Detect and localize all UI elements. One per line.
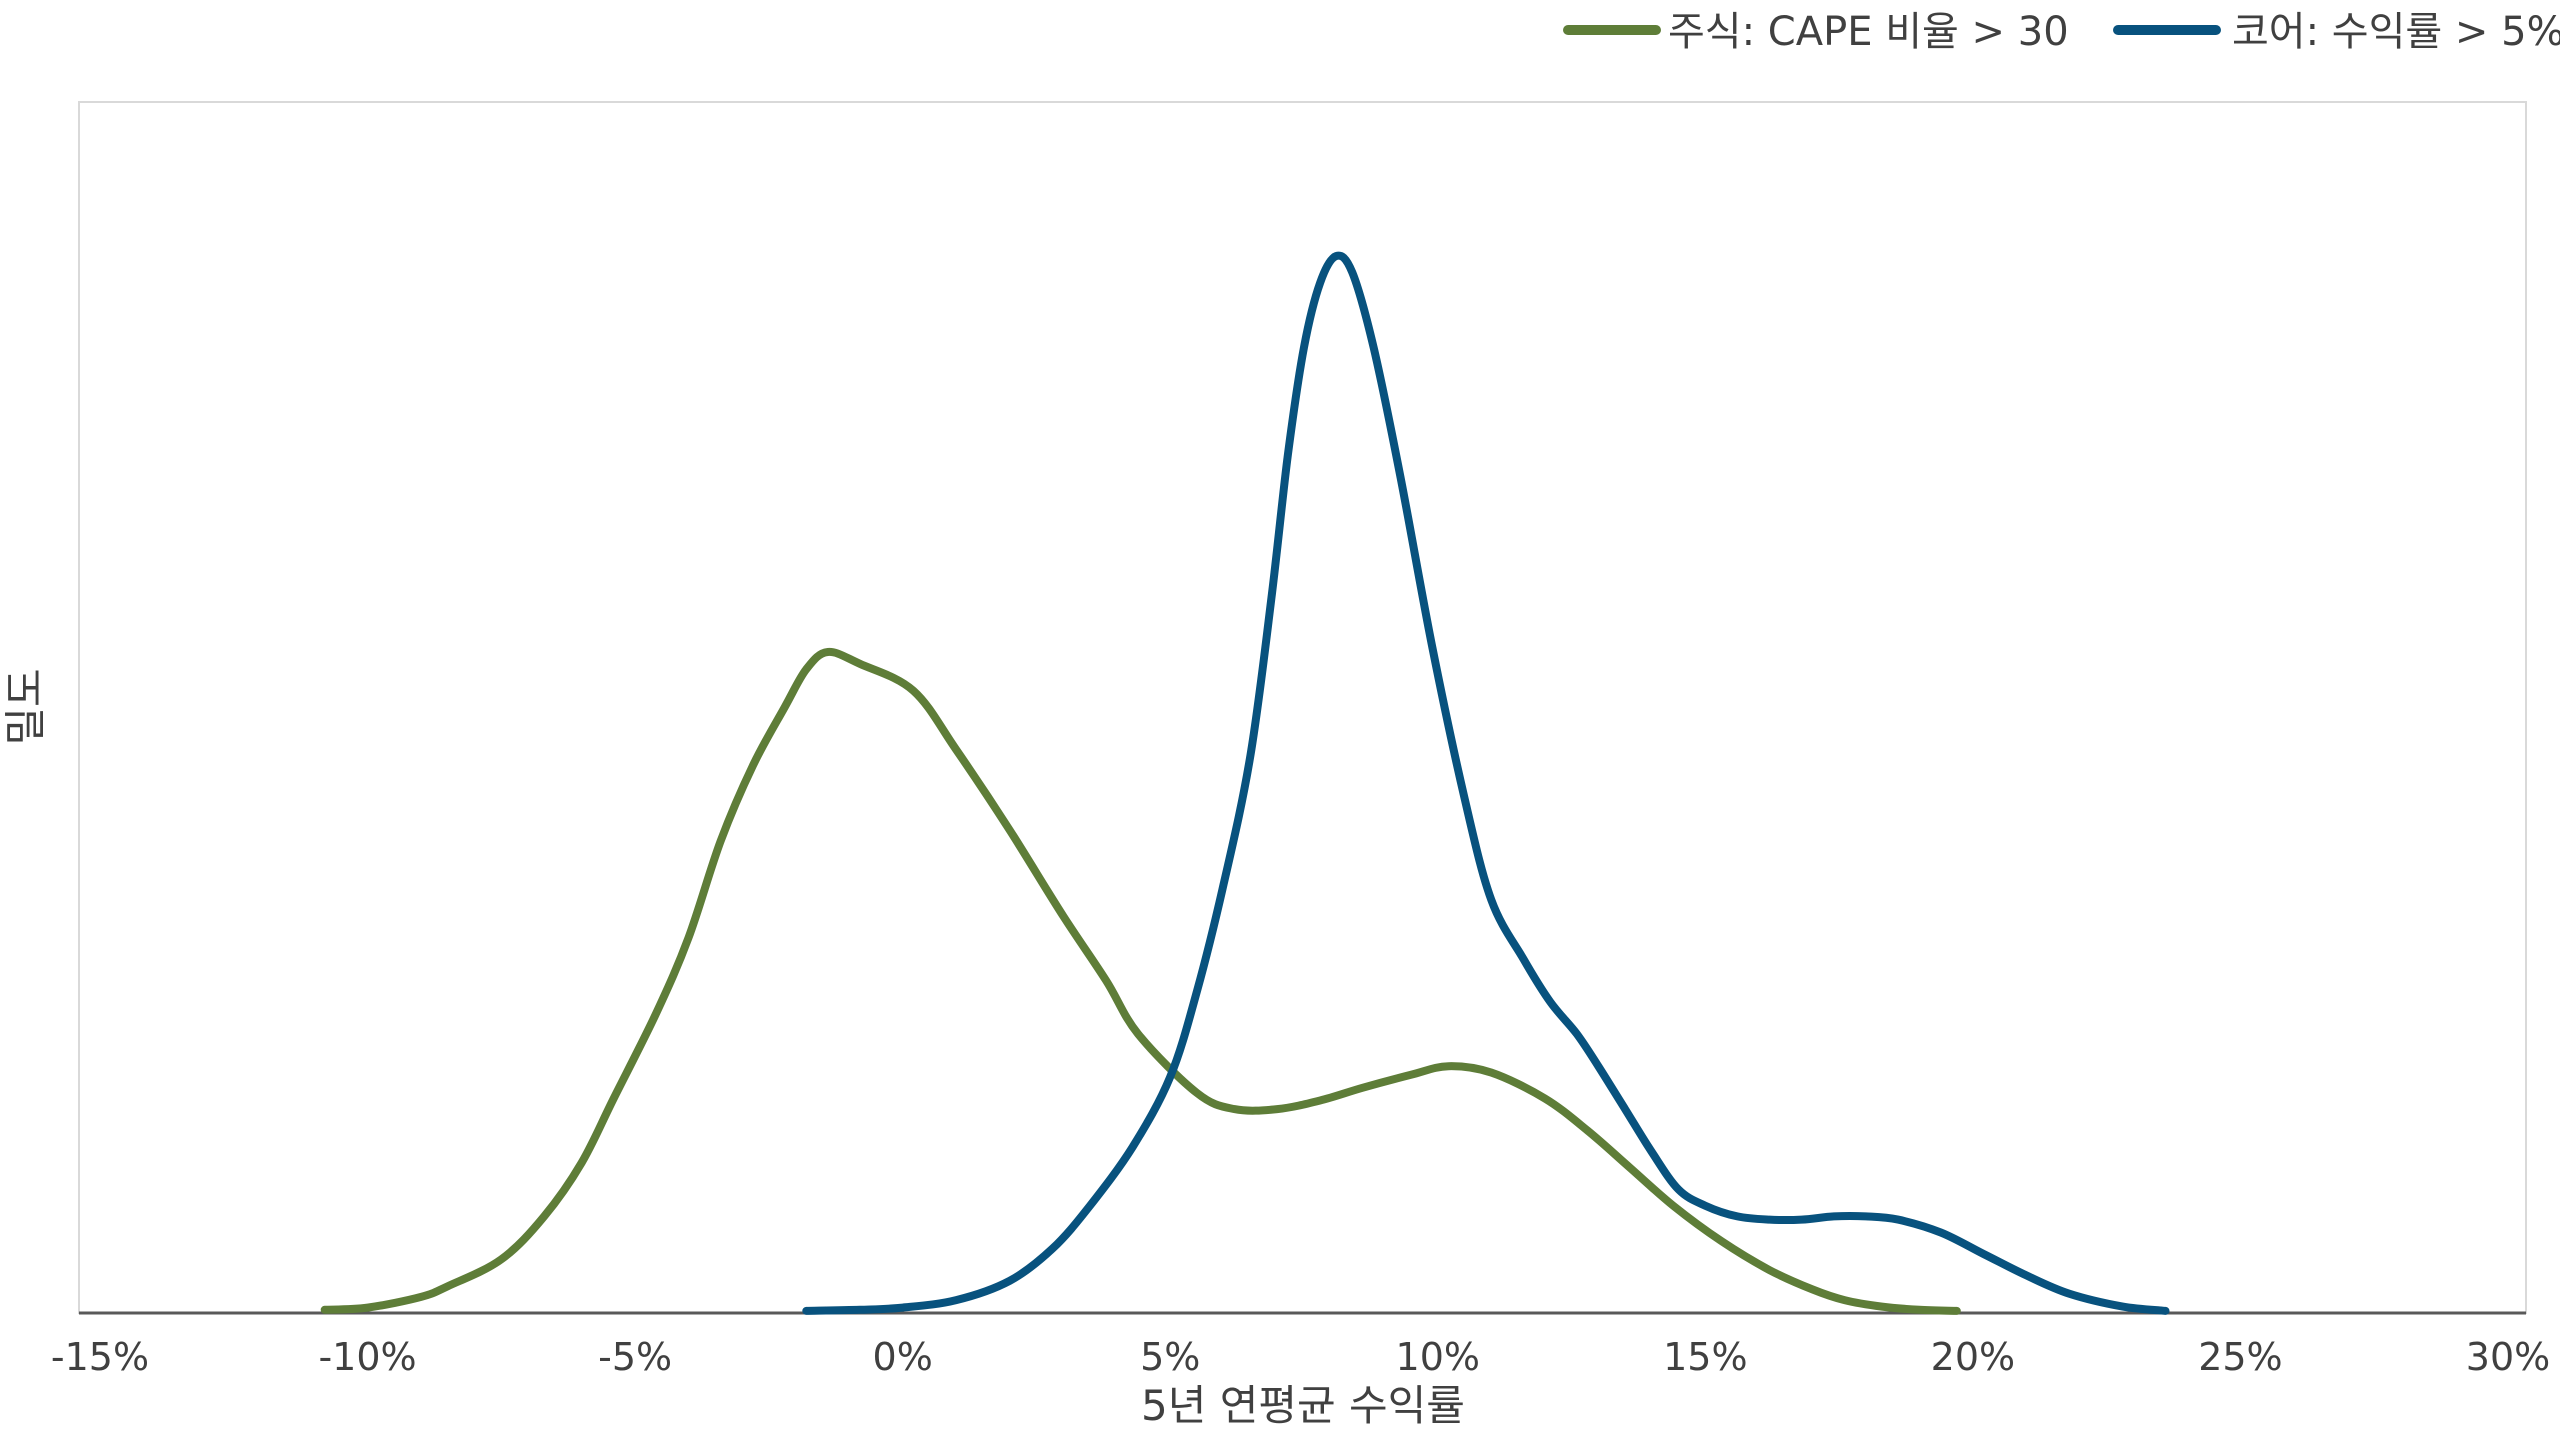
- series-layer: [320, 251, 2170, 1315]
- x-tick-label: 30%: [2466, 1335, 2550, 1379]
- legend: 주식: CAPE 비율 > 30 코어: 수익률 > 5%: [1563, 9, 2560, 55]
- legend-label-equity: 주식: CAPE 비율 > 30: [1668, 9, 2069, 55]
- x-tick-label: 10%: [1396, 1335, 1480, 1379]
- series-line-core: [802, 251, 2170, 1315]
- x-tick-label: -5%: [598, 1335, 672, 1379]
- x-axis-title: 5년 연평균 수익률: [1141, 1381, 1465, 1430]
- series-line-equity: [320, 647, 1961, 1315]
- plot-area-frame: [78, 101, 2527, 1314]
- legend-label-core: 코어: 수익률 > 5%: [2232, 9, 2560, 55]
- x-tick-label: 15%: [1663, 1335, 1747, 1379]
- x-tick-label: 5%: [1140, 1335, 1200, 1379]
- x-tick-label: -15%: [51, 1335, 149, 1379]
- x-tick-label: 25%: [2198, 1335, 2282, 1379]
- x-tick-labels: -15% -10% -5% 0% 5% 10% 15% 20% 25% 30%: [51, 1335, 2550, 1379]
- x-tick-label: 0%: [873, 1335, 933, 1379]
- y-axis-title: 밀도: [1, 668, 50, 745]
- x-tick-label: 20%: [1931, 1335, 2015, 1379]
- x-tick-label: -10%: [318, 1335, 416, 1379]
